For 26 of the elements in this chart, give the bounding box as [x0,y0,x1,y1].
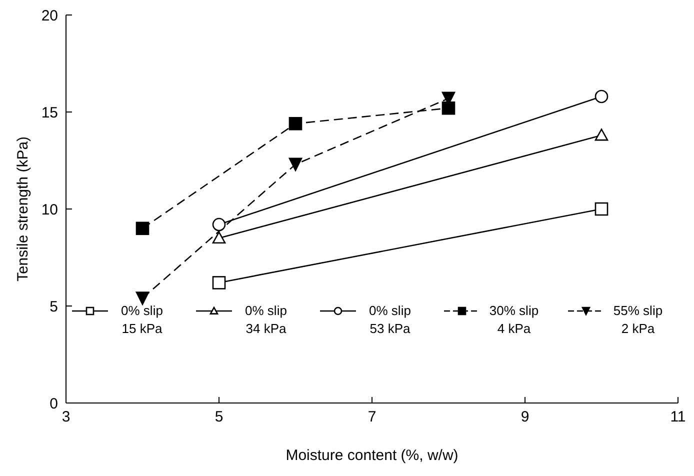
x-tick-label: 5 [214,408,224,426]
legend-label: 55% slip 2 kPa [612,302,664,338]
point [288,116,302,130]
point [288,158,302,172]
point [212,218,226,232]
point [594,90,608,104]
x-tick-label: 3 [62,408,70,426]
y-axis-title: Tensile strength (kPa) [14,136,32,282]
y-tick-label: 0 [50,395,58,412]
y-tick-label: 20 [41,7,58,24]
legend-label: 0% slip 34 kPa [244,302,288,338]
y-tick-label: 10 [41,201,58,218]
point [136,222,150,236]
x-axis-title: Moisture content (%, w/w) [286,447,458,464]
point [136,292,150,305]
point [212,276,226,290]
point [442,101,456,115]
y-tick-label: 5 [50,298,58,316]
legend-label: 0% slip 15 kPa [120,302,164,338]
legend-label: 30% slip 4 kPa [488,302,540,338]
x-tick-label: 9 [520,408,530,426]
legend-label: 0% slip 53 kPa [368,302,412,338]
x-tick-label: 11 [670,408,686,426]
y-tick-label: 15 [41,104,58,122]
x-tick-label: 7 [368,408,376,426]
point [594,202,608,216]
